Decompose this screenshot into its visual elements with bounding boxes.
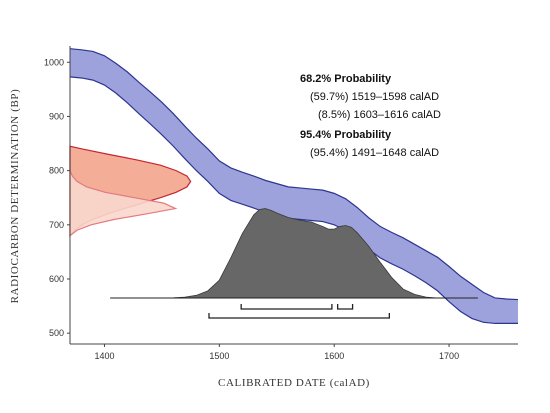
calibrated-date-distribution bbox=[110, 208, 478, 299]
x-axis-title: CALIBRATED DATE (calAD) bbox=[218, 377, 370, 389]
prob-68-heading: 68.2% Probability bbox=[300, 73, 392, 85]
range-68-bracket-1 bbox=[240, 304, 333, 310]
y-tick-label: 500 bbox=[49, 328, 64, 338]
x-tick-label: 1700 bbox=[439, 351, 459, 361]
y-tick-label: 800 bbox=[49, 166, 64, 176]
tick-labels: 500 600 700 800 900 1000 1400 1500 1600 1700 bbox=[44, 57, 459, 361]
y-tick-label: 1000 bbox=[44, 57, 64, 67]
y-tick-label: 600 bbox=[49, 274, 64, 284]
range-68-bracket-2 bbox=[337, 304, 354, 310]
calibration-curve-upper-edge bbox=[69, 48, 519, 301]
prob-95-heading: 95.4% Probability bbox=[300, 129, 392, 141]
prob-68-range-1: (59.7%) 1519–1598 calAD bbox=[310, 91, 439, 103]
x-tick-label: 1400 bbox=[94, 351, 114, 361]
axes bbox=[69, 46, 518, 345]
calibration-curve-band bbox=[70, 48, 518, 324]
y-axis-title: RADIOCARBON DETERMINATION (BP) bbox=[9, 89, 21, 304]
x-tick-label: 1500 bbox=[209, 351, 229, 361]
y-tick-label: 700 bbox=[49, 220, 64, 230]
y-tick-label: 900 bbox=[49, 111, 64, 121]
plot-area bbox=[69, 48, 519, 325]
range-95-bracket-1 bbox=[208, 313, 390, 319]
x-tick-label: 1600 bbox=[324, 351, 344, 361]
prob-68-range-2: (8.5%) 1603–1616 calAD bbox=[318, 109, 441, 121]
prob-95-range-1: (95.4%) 1491–1648 calAD bbox=[310, 147, 439, 159]
probability-annotations: 68.2% Probability (59.7%) 1519–1598 calA… bbox=[300, 73, 441, 159]
